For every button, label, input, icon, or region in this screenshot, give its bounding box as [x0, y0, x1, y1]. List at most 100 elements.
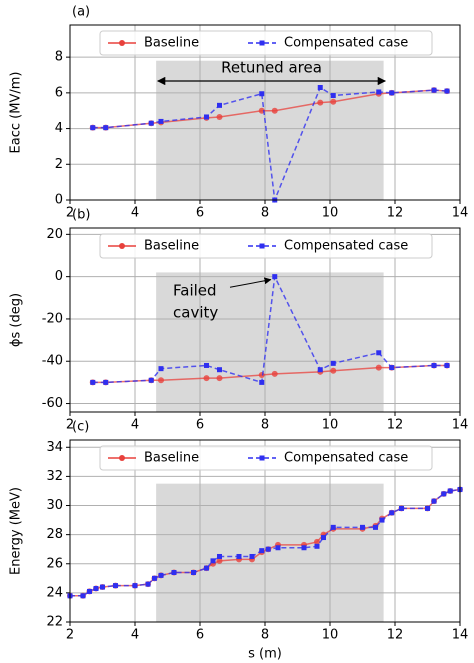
legend-label: Baseline	[144, 36, 199, 51]
x-tick-label: 10	[322, 628, 339, 643]
x-tick-label: 12	[387, 628, 404, 643]
marker	[204, 362, 209, 368]
x-tick-label: 4	[131, 418, 139, 433]
marker	[272, 274, 278, 280]
marker	[389, 365, 395, 371]
marker	[373, 524, 378, 530]
marker	[103, 125, 109, 131]
y-tick-label: 32	[46, 469, 63, 484]
marker	[301, 545, 307, 551]
marker	[158, 377, 164, 384]
annotation: cavity	[173, 304, 218, 322]
y-tick-label: 6	[55, 85, 63, 100]
series-line	[70, 488, 461, 597]
marker	[376, 89, 382, 95]
y-tick-label: 4	[55, 121, 63, 136]
legend: Baseline Compensated case	[99, 30, 433, 56]
y-tick-label: -20	[42, 311, 63, 326]
marker	[152, 575, 157, 581]
y-tick-label: 0	[55, 193, 63, 208]
marker	[389, 90, 395, 96]
x-tick-label: 8	[261, 206, 269, 221]
panel-label: (c)	[72, 420, 89, 435]
marker	[259, 548, 265, 554]
marker	[431, 87, 437, 93]
marker	[158, 118, 164, 124]
marker	[447, 488, 453, 494]
marker	[375, 364, 382, 371]
marker	[258, 107, 265, 114]
panel: 2 4 6 8 10 12 14 -60 -40 -20 0 20 Baseline Compensate…	[9, 208, 469, 433]
marker	[271, 370, 278, 377]
marker	[271, 107, 278, 114]
marker	[210, 558, 216, 564]
x-tick-label: 2	[66, 628, 74, 643]
marker	[314, 538, 320, 545]
marker	[441, 491, 447, 497]
marker	[93, 586, 99, 592]
marker	[265, 546, 271, 552]
marker	[217, 102, 222, 108]
legend-marker	[119, 40, 125, 46]
legend: Baseline Compensated case	[99, 445, 433, 471]
y-tick-label: -60	[42, 396, 63, 411]
marker	[330, 367, 337, 374]
marker	[158, 366, 164, 372]
marker	[317, 99, 324, 106]
panel-label: (a)	[72, 5, 90, 20]
marker	[191, 569, 196, 575]
x-tick-label: 6	[196, 628, 204, 643]
x-tick-label: 6	[196, 206, 204, 221]
marker	[249, 553, 255, 559]
y-tick-label: 24	[46, 585, 63, 600]
legend-marker	[259, 243, 265, 249]
marker	[132, 583, 138, 589]
legend: Baseline Compensated case	[99, 233, 433, 259]
annotation: Retuned area	[221, 59, 322, 77]
shaded-region	[156, 483, 384, 622]
x-tick-label: 14	[452, 206, 469, 221]
marker	[360, 524, 365, 530]
x-axis-label: s (m)	[248, 647, 282, 662]
legend-label: Compensated case	[284, 451, 408, 466]
marker	[148, 377, 154, 383]
x-tick-label: 8	[261, 418, 269, 433]
x-tick-label: 6	[196, 418, 204, 433]
marker	[103, 379, 109, 385]
x-tick-label: 4	[131, 628, 139, 643]
annotation: Failed	[173, 282, 217, 300]
marker	[317, 85, 323, 90]
marker	[317, 367, 323, 373]
plot-frame	[69, 227, 461, 413]
y-tick-label: -40	[42, 354, 63, 369]
x-tick-label: 12	[387, 206, 404, 221]
x-tick-label: 2	[66, 418, 74, 433]
marker	[217, 367, 222, 373]
legend-label: Baseline	[144, 451, 199, 466]
legend-marker	[259, 455, 265, 461]
y-tick-label: 0	[55, 269, 63, 284]
marker	[376, 350, 382, 356]
marker	[330, 93, 336, 99]
y-tick-label: 26	[46, 556, 63, 571]
y-axis-label: Eacc (MV/m)	[9, 72, 24, 154]
x-tick-label: 14	[452, 418, 469, 433]
marker	[330, 98, 337, 105]
marker	[113, 583, 118, 589]
marker	[171, 569, 177, 575]
x-tick-label: 12	[387, 418, 404, 433]
marker	[100, 584, 105, 590]
marker	[90, 379, 96, 385]
y-tick-label: 34	[46, 440, 63, 455]
annotation-arrow	[229, 277, 272, 288]
x-tick-label: 4	[131, 206, 139, 221]
marker	[431, 362, 437, 368]
marker	[236, 553, 242, 559]
y-tick-label: 2	[55, 157, 63, 172]
marker	[148, 120, 154, 126]
marker	[425, 505, 430, 511]
x-tick-label: 8	[261, 628, 269, 643]
x-tick-label: 14	[452, 628, 469, 643]
